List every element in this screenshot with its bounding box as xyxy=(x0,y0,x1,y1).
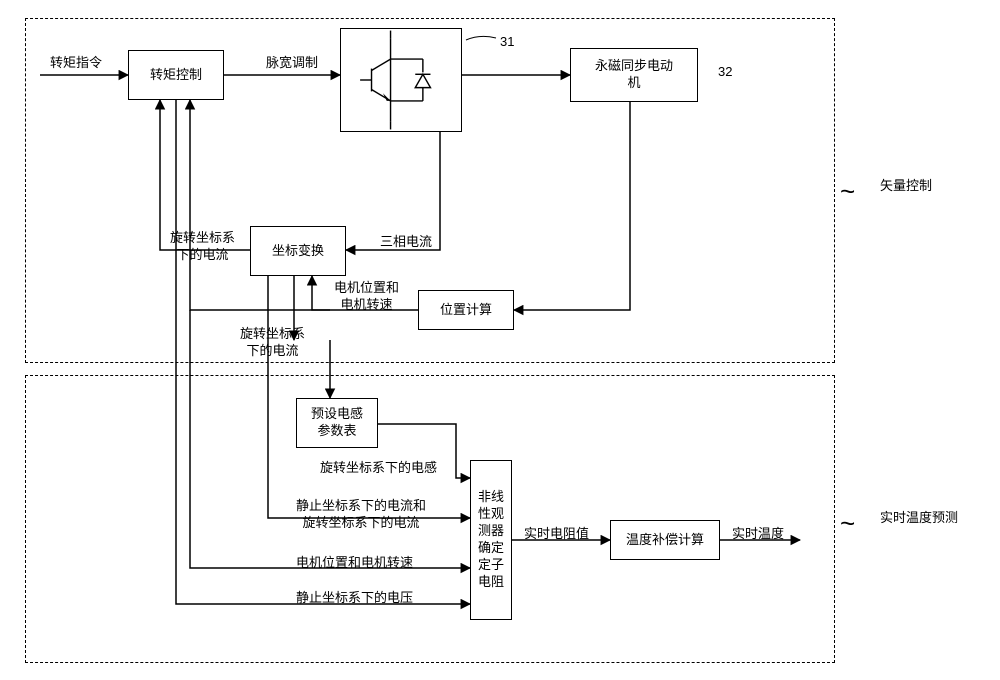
pmsm-number: 32 xyxy=(718,64,732,81)
coord-transform-block: 坐标变换 xyxy=(250,226,346,276)
brace-icon: ~ xyxy=(840,508,855,539)
temp-comp-label: 温度补偿计算 xyxy=(626,532,704,549)
pmsm-block: 永磁同步电动机 xyxy=(570,48,698,102)
position-calc-block: 位置计算 xyxy=(418,290,514,330)
edge-label: 旋转坐标系下的电感 xyxy=(320,460,437,477)
temp-predict-region xyxy=(25,375,835,663)
vector-control-label: 矢量控制 xyxy=(880,178,932,195)
observer-label: 非线性观测器确定定子电阻 xyxy=(478,489,504,590)
edge-label: 脉宽调制 xyxy=(266,55,318,72)
pmsm-label: 永磁同步电动机 xyxy=(595,58,673,92)
temp-comp-block: 温度补偿计算 xyxy=(610,520,720,560)
edge-label: 旋转坐标系下的电流 xyxy=(240,326,305,360)
inverter-number: 31 xyxy=(500,34,514,51)
edge-label: 旋转坐标系下的电流 xyxy=(170,230,235,264)
temp-predict-label: 实时温度预测 xyxy=(880,510,958,527)
brace-icon: ~ xyxy=(840,176,855,207)
edge-label: 电机位置和电机转速 xyxy=(334,280,399,314)
torque-control-block: 转矩控制 xyxy=(128,50,224,100)
position-calc-label: 位置计算 xyxy=(440,302,492,319)
diagram-canvas: ~ ~ 矢量控制 实时温度预测 转矩控制 xyxy=(0,0,1000,680)
igbt-icon xyxy=(343,28,459,132)
inductance-table-block: 预设电感参数表 xyxy=(296,398,378,448)
inductance-table-label: 预设电感参数表 xyxy=(311,406,363,440)
edge-label: 静止坐标系下的电流和旋转坐标系下的电流 xyxy=(296,498,426,532)
edge-label: 静止坐标系下的电压 xyxy=(296,590,413,607)
observer-block: 非线性观测器确定定子电阻 xyxy=(470,460,512,620)
edge-label: 转矩指令 xyxy=(50,55,102,72)
coord-transform-label: 坐标变换 xyxy=(272,243,324,260)
edge-label: 实时电阻值 xyxy=(524,526,589,543)
edge-label: 实时温度 xyxy=(732,526,784,543)
edge-label: 三相电流 xyxy=(380,234,432,251)
edge-label: 电机位置和电机转速 xyxy=(296,555,413,572)
inverter-block xyxy=(340,28,462,132)
torque-control-label: 转矩控制 xyxy=(150,67,202,84)
